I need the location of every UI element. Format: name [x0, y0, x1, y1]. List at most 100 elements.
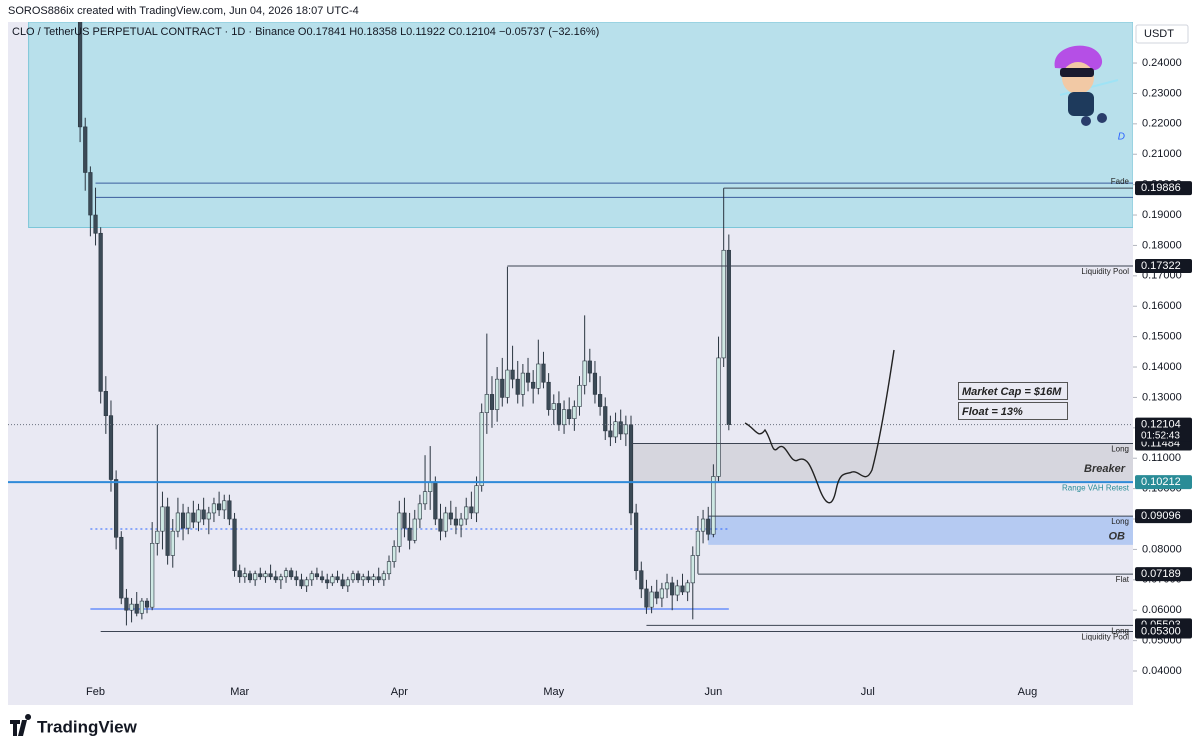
price-label: 0.07189 [1141, 568, 1181, 580]
candle-body [726, 249, 731, 425]
symbol-line: CLO / TetherUS PERPETUAL CONTRACT · 1D ·… [12, 26, 599, 38]
candle-body [304, 579, 309, 587]
candle-body [556, 403, 562, 426]
candle-body [670, 582, 675, 596]
candle-body [577, 384, 582, 407]
candle-body [345, 579, 350, 587]
candle-body [196, 509, 201, 523]
zone [708, 516, 1133, 545]
y-tick-label: 0.04000 [1142, 665, 1182, 677]
y-tick-label: 0.19000 [1142, 209, 1182, 221]
candle-body [685, 582, 690, 593]
candle-body [654, 591, 659, 599]
candle-body [505, 369, 510, 398]
mascot-hair [1054, 45, 1103, 71]
candle-body [361, 576, 366, 581]
price-label: 0.05300 [1141, 625, 1181, 637]
candle-body [211, 503, 217, 514]
candle-body [706, 518, 711, 535]
level-tag: Liquidity Pool [1081, 633, 1129, 642]
y-tick-label: 0.11000 [1142, 452, 1181, 464]
countdown: 01:52:43 [1141, 430, 1180, 441]
candle-body [644, 588, 649, 608]
credit: SOROS886ix created with TradingView.com,… [8, 5, 359, 17]
price-label: 0.10212 [1141, 476, 1181, 488]
level-tag: Flat [1116, 575, 1130, 584]
x-tick-label: Feb [86, 686, 105, 698]
candle-body [484, 394, 489, 413]
candle-body [587, 360, 592, 374]
candle-body [294, 576, 299, 581]
candle-body [247, 573, 253, 581]
projection-path [744, 349, 895, 504]
candle-body [407, 527, 412, 541]
candle-body [350, 573, 356, 581]
candle-body [335, 576, 340, 581]
candle-body [83, 126, 88, 173]
candle-body [690, 555, 695, 584]
float: Float = 13% [958, 402, 1068, 420]
price-label-box [1135, 624, 1192, 639]
level-tag: Long [1111, 445, 1129, 454]
candle-body [598, 394, 603, 407]
candle-body [675, 585, 680, 596]
level-tag: Range VAH Retest [1062, 483, 1130, 492]
candle-body [639, 570, 644, 590]
candle-body [561, 409, 567, 426]
y-tick-label: 0.23000 [1142, 87, 1182, 99]
candle-body [124, 597, 129, 611]
y-tick-label: 0.15000 [1142, 331, 1182, 343]
candle-body [98, 232, 103, 392]
market-cap: Market Cap = $16M [958, 382, 1068, 400]
x-tick-label: Jul [861, 686, 875, 698]
candle-body [500, 378, 505, 398]
zone [630, 443, 1133, 483]
y-tick-label: 0.16000 [1142, 300, 1182, 312]
candle-body [155, 530, 160, 544]
candle-body [258, 573, 263, 578]
candle-body [628, 424, 634, 514]
candle-body [680, 585, 685, 593]
candle-body [392, 546, 397, 562]
candle-body [232, 518, 237, 572]
candle-body [253, 573, 258, 581]
candle-body [397, 512, 402, 547]
candle-body [536, 363, 541, 389]
candle-body [649, 591, 654, 608]
brand: TradingView [37, 717, 138, 736]
candle-body [319, 576, 325, 581]
candle-body [525, 372, 531, 383]
candle-body [695, 530, 701, 556]
candle-body [77, 22, 83, 128]
candle-body [567, 409, 572, 420]
candle-body [242, 573, 247, 578]
candle-body [711, 476, 716, 535]
zone-tag: OB [1109, 530, 1126, 542]
candle-body [170, 530, 175, 556]
y-tick-label: 0.21000 [1142, 148, 1182, 160]
candle-body [381, 573, 386, 581]
candle-body [93, 214, 98, 234]
candle-body [129, 603, 134, 611]
y-tick-label: 0.06000 [1142, 604, 1182, 616]
logo [10, 714, 32, 736]
mascot-foot [1081, 116, 1091, 126]
candle-body [356, 573, 361, 581]
candle-body [443, 512, 448, 532]
zone-tag: D [1118, 131, 1125, 142]
candle-body [299, 579, 304, 587]
level-tag: Long [1111, 626, 1129, 635]
currency-box [1135, 24, 1189, 44]
candle-body [88, 172, 93, 216]
candle-body [330, 576, 335, 584]
candle-body [268, 573, 273, 578]
candle-body [160, 506, 165, 532]
candle-body [541, 363, 546, 383]
y-tick-label: 0.24000 [1142, 57, 1182, 69]
candle-body [165, 506, 170, 556]
candle-body [108, 415, 114, 480]
candle-body [489, 394, 495, 410]
candle-body [700, 518, 706, 532]
footer: TradingView [10, 714, 138, 736]
candle-body [114, 479, 119, 538]
